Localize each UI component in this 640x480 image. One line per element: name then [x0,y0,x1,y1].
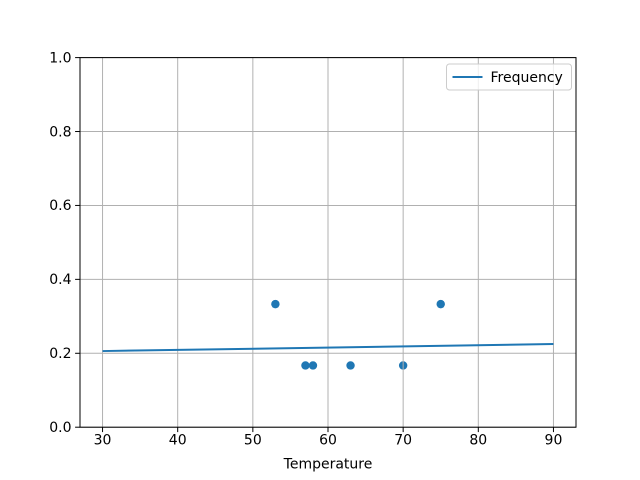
y-tick-label: 0.2 [49,346,71,362]
y-tick-label: 0.8 [49,124,71,140]
scatter-point [271,299,280,309]
x-tick-label: 30 [94,433,112,449]
scatter-point [301,361,310,370]
trend-line [102,343,554,353]
legend-box [446,63,572,91]
y-tick-label: 1.0 [49,50,71,66]
legend-label: Frequency [491,70,563,86]
scatter-point [346,361,355,370]
x-tick-label: 70 [394,433,412,449]
x-tick-label: 50 [244,433,262,449]
x-axis-label: Temperature [283,457,373,473]
x-tick-label: 40 [169,433,187,449]
scatter-point [308,361,318,370]
x-tick-label: 60 [319,433,337,449]
y-tick-label: 0.0 [49,420,71,436]
y-tick-label: 0.4 [49,272,71,288]
y-tick-label: 0.6 [49,198,71,214]
scatter-point [436,299,445,309]
x-tick-label: 90 [545,433,563,449]
x-tick-label: 80 [469,433,487,449]
